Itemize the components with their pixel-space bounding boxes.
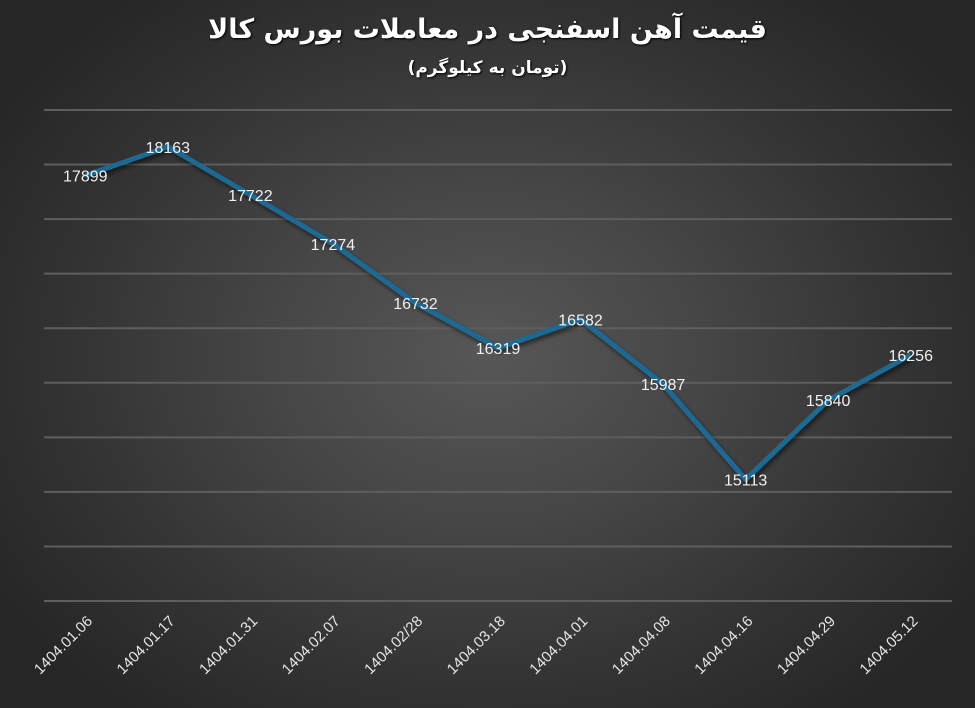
data-label: 17274 xyxy=(311,237,356,254)
x-axis-label: 1404.05.12 xyxy=(856,613,921,678)
x-axis-label: 1404.03.18 xyxy=(444,613,509,678)
x-axis-label: 1404.01.06 xyxy=(31,613,96,678)
x-axis-label: 1404.01.31 xyxy=(196,613,261,678)
x-axis-label: 1404.04.01 xyxy=(526,613,591,678)
data-label: 15987 xyxy=(641,377,686,394)
data-label: 17722 xyxy=(228,188,273,205)
data-label: 16582 xyxy=(558,312,603,329)
chart-title: قیمت آهن اسفنجی در معاملات بورس کالا xyxy=(208,14,767,45)
data-label: 18163 xyxy=(146,140,191,157)
series-line xyxy=(84,144,912,483)
x-axis-label: 1404.04.29 xyxy=(774,613,839,678)
x-axis-label: 1404.02.07 xyxy=(279,613,344,678)
x-axis-label: 1404.01.17 xyxy=(114,613,179,678)
x-axis-label: 1404.04.16 xyxy=(691,613,756,678)
data-label: 15113 xyxy=(724,473,767,490)
data-label: 15840 xyxy=(806,393,851,410)
chart-subtitle: (تومان به کیلوگرم) xyxy=(407,58,568,78)
data-labels: 17899 18163 17722 17274 16732 16319 16582 15987… xyxy=(63,140,933,490)
x-axis-label: 1404.04.08 xyxy=(609,613,674,678)
data-label: 16256 xyxy=(888,348,933,365)
data-label: 16732 xyxy=(393,296,438,313)
data-label: 16319 xyxy=(476,341,521,358)
x-axis-label: 1404.02/28 xyxy=(361,613,426,678)
x-axis-labels: 1404.01.06 1404.01.17 1404.01.31 1404.02.07… xyxy=(31,613,922,678)
data-label: 17899 xyxy=(63,169,108,186)
